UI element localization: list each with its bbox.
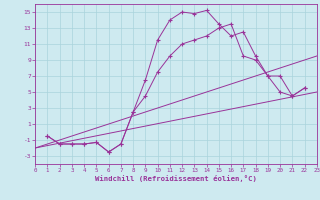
X-axis label: Windchill (Refroidissement éolien,°C): Windchill (Refroidissement éolien,°C) bbox=[95, 175, 257, 182]
